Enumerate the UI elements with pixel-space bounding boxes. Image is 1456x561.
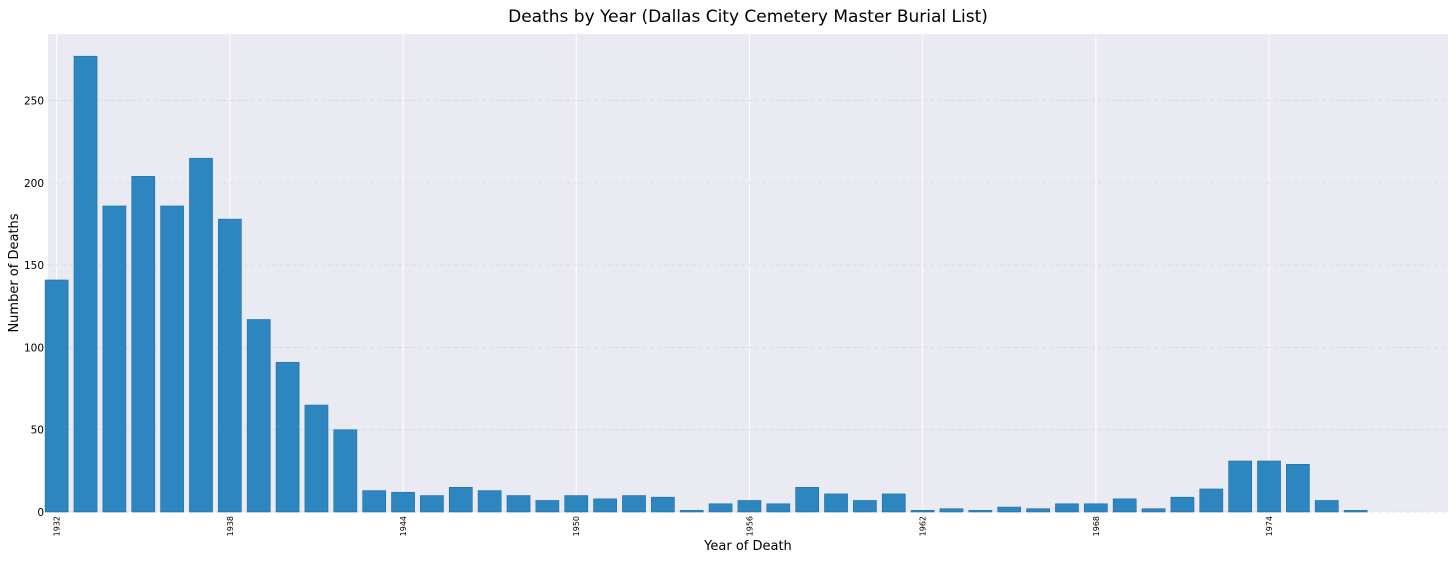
x-tick-label: 1938 — [226, 516, 235, 536]
bar-1977 — [1343, 510, 1368, 513]
bar-1932 — [44, 279, 69, 513]
x-axis-label: Year of Death — [703, 539, 792, 554]
bar-1938 — [218, 218, 242, 513]
bar-1967 — [1055, 503, 1079, 513]
bar-1972 — [1199, 488, 1224, 513]
bar-1933 — [73, 55, 98, 513]
bar-1961 — [881, 493, 906, 513]
bar-1935 — [131, 176, 156, 513]
bar-1963 — [939, 508, 964, 513]
bar-1971 — [1170, 496, 1195, 513]
y-tick-label: 0 — [37, 507, 44, 519]
chart-title: Deaths by Year (Dallas City Cemetery Mas… — [508, 7, 988, 27]
y-axis-label: Number of Deaths — [7, 213, 22, 332]
x-tick-label: 1974 — [1265, 516, 1274, 536]
bar-1951 — [593, 498, 617, 513]
bar-1974 — [1257, 460, 1281, 513]
bar-1969 — [1112, 498, 1137, 513]
bar-1941 — [304, 404, 329, 513]
bar-1943 — [362, 490, 387, 513]
x-tick-label: 1968 — [1092, 516, 1101, 536]
bar-1936 — [160, 205, 184, 513]
bar-1945 — [420, 495, 444, 513]
bar-1973 — [1228, 460, 1253, 513]
bar-1948 — [506, 495, 531, 513]
y-tick-label: 100 — [24, 342, 44, 354]
bar-1958 — [795, 487, 820, 513]
bar-1955 — [708, 503, 733, 513]
bar-1949 — [535, 500, 560, 513]
x-tick-label: 1932 — [53, 516, 62, 536]
x-axis-ticks: 1932 1938 1944 1950 1956 1962 1968 1974 — [53, 516, 1274, 536]
bar-1937 — [189, 157, 213, 513]
bar-1960 — [853, 500, 877, 513]
bar-1956 — [737, 500, 762, 513]
bar-1962 — [910, 510, 935, 513]
bars — [44, 55, 1368, 513]
y-tick-label: 200 — [24, 178, 44, 190]
bar-1939 — [246, 319, 271, 513]
y-axis-ticks: 0 50 100 150 200 250 — [24, 96, 44, 519]
bar-1953 — [650, 496, 675, 513]
bar-1976 — [1314, 500, 1339, 513]
bar-1957 — [766, 503, 791, 513]
x-tick-label: 1962 — [919, 516, 928, 536]
x-tick-label: 1950 — [572, 516, 581, 536]
x-tick-label: 1956 — [745, 516, 754, 536]
y-tick-label: 150 — [24, 260, 44, 272]
bar-1947 — [477, 490, 502, 513]
bar-1959 — [824, 493, 848, 513]
bar-1950 — [564, 495, 589, 513]
bar-1966 — [1026, 508, 1050, 513]
y-tick-label: 250 — [24, 96, 44, 108]
bar-1952 — [622, 495, 646, 513]
bar-1965 — [997, 506, 1022, 513]
bar-1968 — [1083, 503, 1108, 513]
y-tick-label: 50 — [31, 425, 44, 437]
bar-1964 — [968, 510, 993, 513]
bar-1954 — [679, 510, 704, 513]
bar-1934 — [102, 205, 127, 513]
bar-1944 — [391, 491, 415, 513]
bar-1940 — [275, 361, 300, 513]
bar-1942 — [333, 429, 358, 513]
bar-1946 — [448, 487, 473, 513]
bar-1970 — [1141, 508, 1166, 513]
bar-1975 — [1286, 463, 1310, 513]
x-tick-label: 1944 — [399, 516, 408, 536]
